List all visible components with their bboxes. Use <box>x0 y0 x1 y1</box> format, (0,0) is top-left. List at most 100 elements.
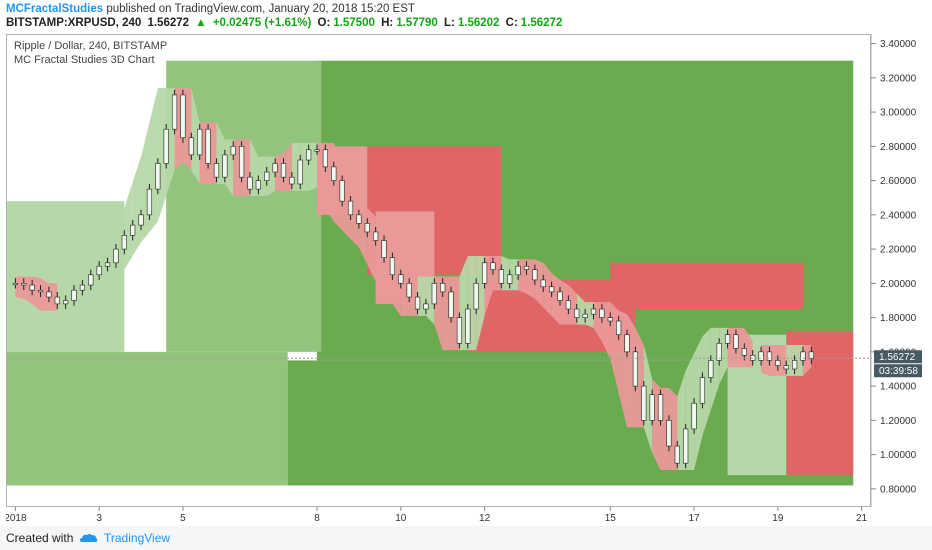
candle-body-90 <box>766 351 773 361</box>
high-value: 1.57790 <box>396 17 438 29</box>
candle-body-31 <box>272 163 278 173</box>
candle-body-5 <box>54 296 60 305</box>
candle-body-30 <box>264 171 270 181</box>
y-tick-label-0: 0.80000 <box>880 484 917 495</box>
high-label: H: <box>381 17 394 29</box>
envelope-segment-81 <box>694 336 703 471</box>
envelope-segment-75 <box>643 345 653 453</box>
candle-body-41 <box>356 214 362 224</box>
y-tick-label-12: 3.20000 <box>880 73 917 84</box>
candle-body-77 <box>657 394 664 421</box>
candle-body-52 <box>448 291 454 318</box>
author-link[interactable]: MCFractalStudies <box>6 3 104 15</box>
price-tag-value: 1.56272 <box>879 352 916 363</box>
x-tick-label-9: 21 <box>856 513 868 524</box>
x-tick-label-4: 10 <box>395 513 407 524</box>
candle-body-92 <box>783 365 789 370</box>
price-change: +0.02475 (+1.61%) <box>212 17 312 29</box>
candle-body-59 <box>507 274 513 284</box>
y-tick-label-6: 2.00000 <box>880 279 917 290</box>
candle-body-68 <box>582 313 588 318</box>
envelope-segment-48 <box>417 276 426 316</box>
candle-body-37 <box>322 149 328 168</box>
chart-area[interactable]: 0.800001.000001.200001.400001.600001.800… <box>6 34 926 524</box>
y-tick-label-8: 2.40000 <box>880 210 917 221</box>
candle-body-0 <box>12 283 18 286</box>
countdown-value: 03:39:58 <box>879 366 918 377</box>
candle-body-32 <box>280 163 287 178</box>
candle-body-72 <box>616 320 622 336</box>
legend-symbol[interactable]: Ripple / Dollar, 240, BITSTAMP <box>14 40 168 52</box>
last-price: 1.56272 <box>147 17 190 29</box>
envelope-segment-45 <box>392 233 401 316</box>
candle-body-44 <box>381 240 387 258</box>
candle-body-45 <box>389 257 396 276</box>
x-tick-label-1: 3 <box>96 513 102 524</box>
open-value: 1.57500 <box>333 17 375 29</box>
candle-body-28 <box>247 176 253 190</box>
x-axis[interactable]: 2018 3 5 8 10 12 15 17 19 21 <box>6 507 868 524</box>
envelope-segment-10 <box>99 228 108 292</box>
candle-body-67 <box>574 308 580 318</box>
candle-body-56 <box>481 262 488 284</box>
candle-body-64 <box>549 286 555 293</box>
publish-line: MCFractalStudies published on TradingVie… <box>6 3 415 15</box>
candle-body-13 <box>121 235 127 250</box>
low-label: L: <box>444 17 455 29</box>
envelope-segment-39 <box>342 160 351 239</box>
candle-body-3 <box>37 289 44 293</box>
candle-body-9 <box>88 274 94 286</box>
candle-body-91 <box>775 360 781 366</box>
envelope-segment-5 <box>57 278 66 311</box>
candle-body-40 <box>347 200 354 216</box>
candle-body-93 <box>791 360 798 370</box>
candle-body-22 <box>197 128 203 156</box>
created-with-label: Created with <box>6 531 74 545</box>
candle-body-76 <box>649 394 655 421</box>
legend-study[interactable]: MC Fractal Studies 3D Chart <box>14 54 155 66</box>
envelope-segment-64 <box>551 273 560 325</box>
candle-body-74 <box>632 351 639 387</box>
candle-body-62 <box>532 269 538 281</box>
x-tick-label-0: 2018 <box>6 513 27 524</box>
candle-body-17 <box>155 163 161 190</box>
candle-body-38 <box>331 166 337 181</box>
candle-body-66 <box>565 300 571 310</box>
symbol-line: BITSTAMP:XRPUSD, 240 1.56272 ▲ +0.02475 … <box>6 17 565 29</box>
y-tick-label-2: 1.20000 <box>880 416 917 427</box>
candle-body-58 <box>498 269 504 284</box>
symbol-label[interactable]: BITSTAMP:XRPUSD, 240 <box>6 17 142 29</box>
candle-body-55 <box>473 283 479 310</box>
chart-svg[interactable]: 0.800001.000001.200001.400001.600001.800… <box>6 34 926 524</box>
candle-body-48 <box>414 296 421 310</box>
candle-body-35 <box>306 149 312 161</box>
candle-body-23 <box>205 128 211 164</box>
y-tick-label-10: 2.80000 <box>880 142 917 153</box>
envelope-segment-63 <box>543 262 552 316</box>
x-tick-label-3: 8 <box>314 513 320 524</box>
candle-body-7 <box>71 289 77 301</box>
tradingview-link[interactable]: TradingView <box>104 531 171 545</box>
candle-body-6 <box>63 300 69 305</box>
envelope-segment-8 <box>82 255 91 308</box>
envelope-segment-31 <box>275 153 284 191</box>
candle-body-34 <box>297 159 303 185</box>
candle-body-21 <box>188 137 194 156</box>
fractal-bands <box>7 60 854 486</box>
candle-body-63 <box>540 279 546 288</box>
y-tick-label-7: 2.20000 <box>880 245 917 256</box>
candle-body-49 <box>423 303 429 310</box>
envelope-segment-82 <box>702 327 711 436</box>
candle-body-18 <box>163 128 169 164</box>
candle-body-69 <box>590 308 597 315</box>
candle-body-46 <box>398 274 404 284</box>
candle-body-53 <box>456 317 463 344</box>
y-axis[interactable]: 0.800001.000001.200001.400001.600001.800… <box>871 39 917 495</box>
chart-header: MCFractalStudies published on TradingVie… <box>0 0 932 32</box>
candle-body-65 <box>557 291 563 301</box>
candle-body-51 <box>440 283 446 293</box>
envelope-segment-60 <box>518 259 527 294</box>
envelope-segment-40 <box>350 173 359 248</box>
envelope-segment-38 <box>333 142 343 231</box>
candle-body-95 <box>808 351 814 360</box>
